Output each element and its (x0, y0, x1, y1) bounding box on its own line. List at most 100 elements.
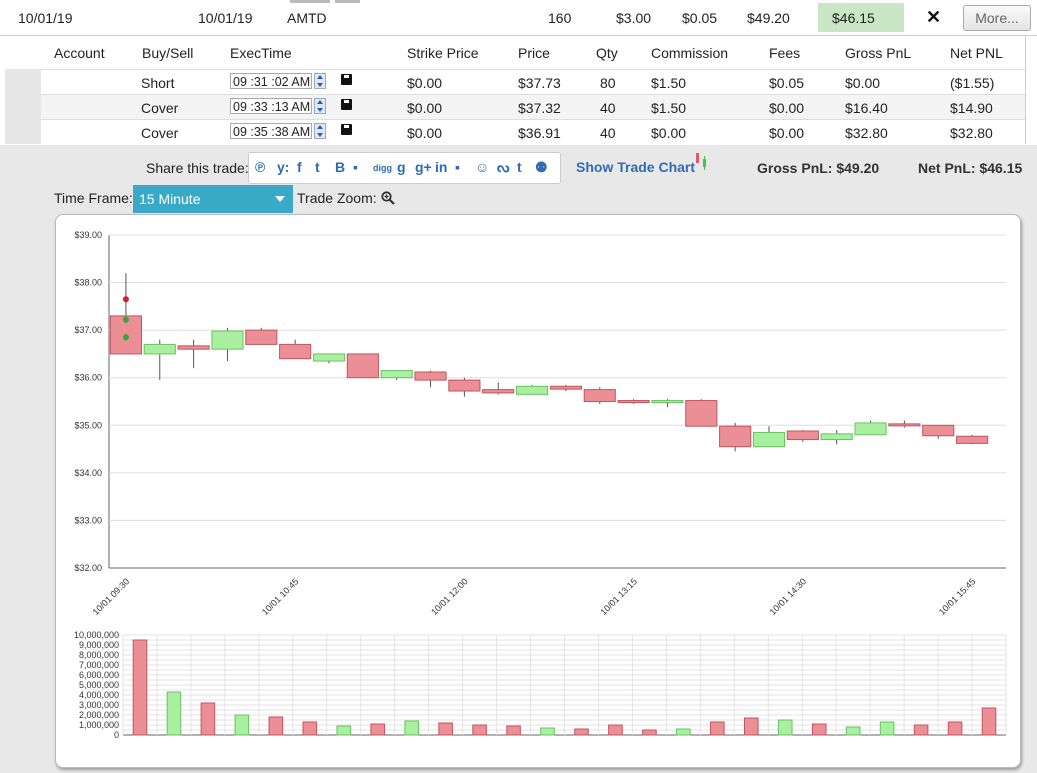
execution-row[interactable]: Short 09 :31 :02 AM $0.00 $37.73 80 $1.5… (41, 69, 1025, 95)
exec-time-input[interactable]: 09 :33 :13 AM (230, 98, 312, 114)
execution-row[interactable]: Cover 09 :35 :38 AM $0.00 $36.91 40 $0.0… (41, 119, 1025, 145)
blogger-icon[interactable]: B (335, 159, 346, 175)
fees: $0.05 (769, 75, 805, 91)
linkedin-icon[interactable]: in (435, 159, 448, 175)
x-tick-label: 10/01 13:15 (598, 576, 639, 617)
volume-bar (574, 728, 589, 736)
facebook-icon[interactable]: f (297, 159, 302, 175)
y-tick-label: $36.00 (74, 373, 102, 383)
yahoo-icon[interactable]: y: (277, 159, 290, 175)
save-icon[interactable] (341, 99, 352, 110)
side: Cover (141, 125, 179, 141)
myspace-icon[interactable]: ▪ (455, 159, 460, 175)
volume-bar (472, 724, 487, 736)
qty: 40 (600, 100, 616, 116)
strike: $0.00 (407, 75, 443, 91)
candle (549, 385, 582, 390)
timeframe-select[interactable]: 15 Minute (133, 185, 293, 213)
price: $37.32 (518, 100, 561, 116)
candle (617, 400, 650, 404)
googleplus-icon[interactable]: g+ (415, 159, 432, 175)
close-icon[interactable]: ✕ (926, 7, 942, 27)
volume-bar (268, 716, 284, 736)
exec-time-input[interactable]: 09 :35 :38 AM (230, 123, 312, 139)
stumbleupon-icon[interactable]: ᔓ (497, 159, 510, 175)
col-exec-time: ExecTime (230, 45, 292, 61)
side: Short (141, 75, 175, 91)
qty: 80 (600, 75, 616, 91)
pinterest-icon[interactable]: ℗ (255, 159, 266, 175)
tumblr-icon[interactable]: t (517, 159, 522, 175)
tab-stub (335, 0, 360, 3)
qty: 40 (600, 125, 616, 141)
net: $14.90 (950, 100, 993, 116)
volume-y-tick-label: 9,000,000 (79, 640, 119, 650)
open-date: 10/01/19 (18, 10, 73, 26)
volume-bar (947, 721, 963, 736)
candle (786, 430, 819, 441)
volume-bar (845, 726, 861, 736)
gross-pnl: $49.20 (747, 10, 790, 26)
col-commission: Commission (651, 45, 729, 61)
reddit-icon[interactable]: ☺ (475, 159, 490, 175)
candle (516, 385, 549, 395)
candle (245, 329, 278, 345)
save-icon[interactable] (341, 124, 352, 135)
time-spinner[interactable] (314, 123, 326, 139)
digg-icon[interactable]: digg (373, 163, 392, 173)
gross: $32.80 (845, 125, 888, 141)
candle (482, 389, 515, 394)
col-price: Price (518, 45, 550, 61)
col-buy-sell: Buy/Sell (142, 45, 194, 61)
candle-chart-icon[interactable] (694, 151, 710, 171)
volume-bar (743, 717, 759, 736)
more-button[interactable]: More... (963, 5, 1031, 31)
volume-y-tick-label: 1,000,000 (79, 720, 119, 730)
candle (279, 343, 312, 360)
candle (719, 425, 752, 448)
candle (346, 353, 379, 379)
y-tick-label: $34.00 (74, 468, 102, 478)
exec-time-input[interactable]: 09 :31 :02 AM (230, 73, 312, 89)
zoom-in-icon[interactable] (380, 191, 395, 205)
people-icon[interactable]: ⚉ (535, 159, 548, 175)
col-fees: Fees (769, 45, 801, 61)
execution-details: Account Buy/Sell ExecTime Strike Price P… (5, 36, 1026, 144)
trade-summary-row[interactable]: 10/01/19 10/01/19 AMTD 160 $3.00 $0.05 $… (0, 0, 1037, 36)
time-spinner[interactable] (314, 73, 326, 89)
volume-bar (608, 724, 623, 736)
net: ($1.55) (950, 75, 995, 91)
gross-pnl-total: Gross PnL: $49.20 (757, 160, 880, 176)
volume-y-tick-label: 4,000,000 (79, 690, 119, 700)
price: $37.73 (518, 75, 561, 91)
save-icon[interactable] (341, 74, 352, 85)
x-tick-label: 10/01 14:30 (768, 576, 809, 617)
google-icon[interactable]: g (397, 159, 406, 175)
time-spinner[interactable] (314, 98, 326, 114)
candle (752, 431, 786, 448)
y-tick-label: $38.00 (74, 278, 102, 288)
volume-y-tick-label: 0 (114, 730, 119, 740)
commission: $0.00 (651, 125, 687, 141)
volume-y-tick-label: 2,000,000 (79, 710, 119, 720)
volume-bar (132, 639, 148, 736)
show-trade-chart-link[interactable]: Show Trade Chart (576, 159, 696, 175)
volume-bar (404, 720, 419, 736)
candle (448, 379, 481, 392)
candle (177, 345, 210, 350)
delicious-icon[interactable]: ▪ (353, 159, 358, 175)
volume-bar (506, 725, 521, 736)
execution-row[interactable]: Cover 09 :33 :13 AM $0.00 $37.32 40 $1.5… (41, 94, 1025, 120)
candle (888, 423, 921, 427)
price-volume-chart[interactable]: $39.00 $38.00 $37.00 $36.00 $35.00 $34.00 $33.… (56, 215, 1020, 767)
y-tick-label: $37.00 (74, 325, 102, 335)
volume-bar (710, 721, 725, 736)
trade-zoom-label[interactable]: Trade Zoom: (297, 190, 395, 206)
volume-bar (777, 719, 793, 736)
twitter-icon[interactable]: t (315, 159, 320, 175)
timeframe-value: 15 Minute (139, 191, 201, 207)
volume: 160 (548, 10, 572, 26)
volume-bar (302, 721, 318, 736)
volume-bar (879, 721, 895, 736)
commission: $1.50 (651, 100, 687, 116)
